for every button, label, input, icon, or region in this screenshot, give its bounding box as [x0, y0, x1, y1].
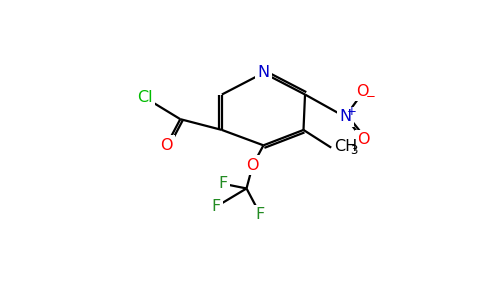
Text: O: O [357, 84, 369, 99]
Text: O: O [246, 158, 259, 173]
Text: 3: 3 [349, 144, 357, 157]
Text: N: N [257, 65, 270, 80]
Text: N: N [340, 109, 352, 124]
Text: Cl: Cl [137, 90, 152, 105]
Text: F: F [256, 207, 265, 222]
Text: O: O [357, 133, 370, 148]
Text: +: + [346, 105, 356, 118]
Text: F: F [211, 200, 220, 214]
Text: CH: CH [334, 139, 358, 154]
Text: O: O [160, 138, 173, 153]
Text: −: − [365, 90, 376, 103]
Text: F: F [219, 176, 228, 191]
